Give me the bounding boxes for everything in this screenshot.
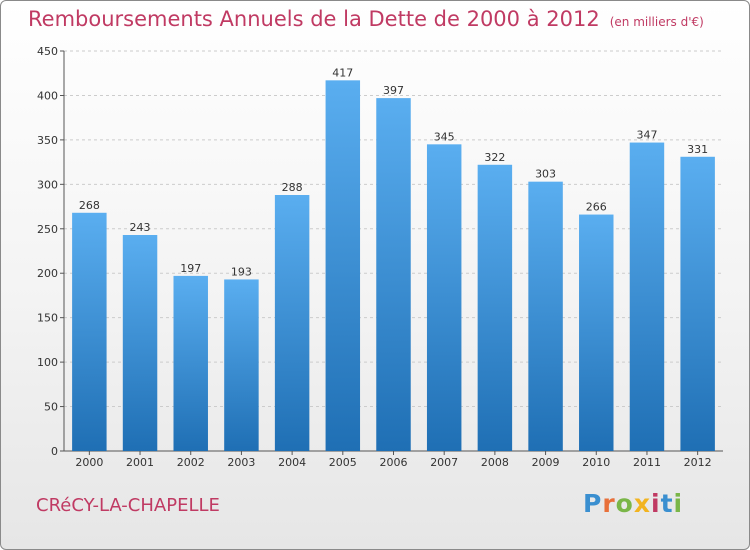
data-label: 417 bbox=[332, 66, 353, 79]
axes: 0 50 100 150 200 250 300 350 400 450 2000 2001 2002 2… bbox=[37, 45, 723, 469]
logo-letter: i bbox=[673, 489, 684, 518]
data-label: 345 bbox=[434, 130, 455, 143]
bar bbox=[325, 80, 361, 451]
bar bbox=[426, 144, 462, 452]
bar bbox=[579, 214, 614, 451]
y-tick-label: 400 bbox=[37, 89, 58, 102]
data-label: 347 bbox=[636, 129, 657, 142]
logo-letter: o bbox=[615, 489, 634, 518]
bar bbox=[224, 279, 259, 451]
x-tick-label: 2005 bbox=[329, 456, 357, 469]
logo-letter: x bbox=[633, 489, 651, 518]
bar bbox=[173, 275, 208, 451]
data-label: 322 bbox=[484, 151, 505, 164]
x-tick-label: 2006 bbox=[380, 456, 408, 469]
bar bbox=[122, 235, 158, 451]
data-label: 331 bbox=[687, 143, 708, 156]
bar bbox=[629, 142, 665, 452]
bar bbox=[72, 212, 107, 451]
y-tick-label: 250 bbox=[37, 223, 58, 236]
bar bbox=[477, 164, 513, 451]
logo-letter: i bbox=[651, 489, 661, 518]
bar bbox=[680, 156, 715, 451]
logo-letter: P bbox=[583, 489, 603, 518]
data-label: 197 bbox=[180, 262, 201, 275]
data-label: 266 bbox=[586, 201, 607, 214]
x-tick-label: 2009 bbox=[532, 456, 560, 469]
chart-title: Remboursements Annuels de la Dette de 20… bbox=[28, 7, 704, 31]
y-tick-label: 450 bbox=[37, 45, 58, 58]
y-tick-label: 0 bbox=[51, 445, 58, 458]
town-name: CRéCY-LA-CHAPELLE bbox=[36, 495, 220, 516]
data-label: 397 bbox=[383, 84, 404, 97]
chart-title-text: Remboursements Annuels de la Dette de 20… bbox=[28, 7, 600, 31]
x-tick-label: 2012 bbox=[684, 456, 712, 469]
data-label: 303 bbox=[535, 168, 556, 181]
proxiti-logo: Proxiti bbox=[583, 489, 683, 518]
x-tick-label: 2003 bbox=[227, 456, 255, 469]
data-label: 193 bbox=[231, 265, 252, 278]
labels: 268 243 197 193 288 417 397 345 322 303 266 347 331 bbox=[79, 66, 708, 278]
x-tick-label: 2004 bbox=[278, 456, 306, 469]
bar bbox=[528, 181, 563, 451]
bar bbox=[274, 195, 310, 451]
x-tick-label: 2007 bbox=[430, 456, 458, 469]
y-tick-label: 350 bbox=[37, 134, 58, 147]
x-tick-label: 2000 bbox=[75, 456, 103, 469]
x-tick-label: 2001 bbox=[126, 456, 154, 469]
bar bbox=[376, 98, 411, 451]
x-tick-label: 2002 bbox=[177, 456, 205, 469]
y-tick-label: 50 bbox=[44, 401, 58, 414]
y-tick-label: 150 bbox=[37, 312, 58, 325]
data-label: 243 bbox=[130, 221, 151, 234]
x-tick-label: 2011 bbox=[633, 456, 661, 469]
y-tick-label: 200 bbox=[37, 267, 58, 280]
x-tick-label: 2008 bbox=[481, 456, 509, 469]
y-tick-label: 300 bbox=[37, 178, 58, 191]
logo-letter: r bbox=[602, 489, 616, 518]
bars bbox=[72, 80, 715, 452]
y-tick-label: 100 bbox=[37, 356, 58, 369]
data-label: 268 bbox=[79, 199, 100, 212]
x-tick-label: 2010 bbox=[582, 456, 610, 469]
data-label: 288 bbox=[282, 181, 303, 194]
chart-unit: (en milliers d'€) bbox=[609, 15, 704, 29]
logo-letter: t bbox=[660, 489, 674, 518]
